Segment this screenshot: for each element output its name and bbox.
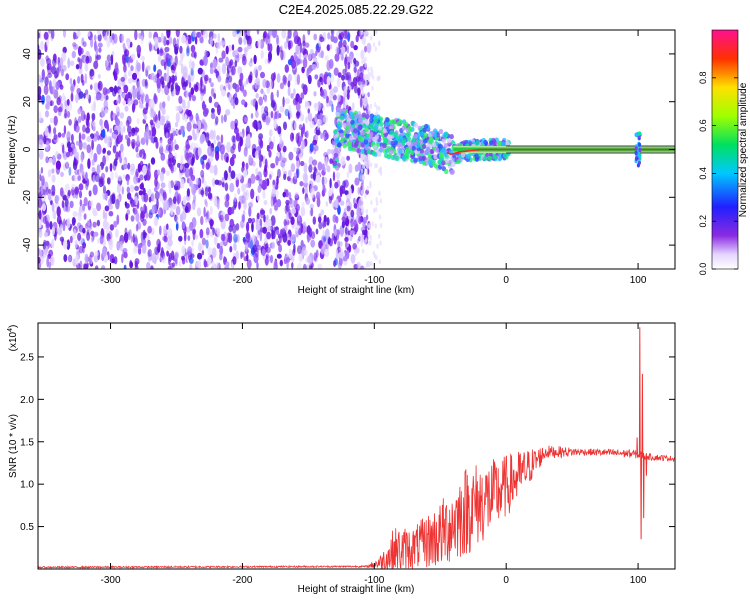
snr-y-tick-label: 2.0 — [20, 395, 34, 406]
colorbar-label: Normalized spectral amplitude — [738, 82, 749, 217]
svg-text:(x104): (x104) — [7, 325, 19, 352]
snr-x-tick-label: -100 — [364, 575, 384, 586]
spectrogram-y-tick-label: 20 — [22, 96, 33, 108]
spectrogram-panel: -300 -200 -100 0 100 40 20 0 -20 -40 Height of st… — [7, 29, 676, 296]
snr-series-line — [38, 445, 675, 569]
colorbar: 0.0 0.2 0.4 0.6 0.8 Normalized spectral ampl… — [698, 29, 749, 276]
spectrogram-x-tick-label: 0 — [503, 275, 509, 286]
snr-x-tick-label: 100 — [630, 575, 647, 586]
chart-title: C2E4.2025.085.22.29.G22 — [279, 2, 434, 17]
spectrogram-y-axis-label: Frequency (Hz) — [7, 116, 18, 185]
colorbar-tick-label: 0.6 — [698, 119, 708, 132]
snr-y-tick-label: 0.5 — [20, 522, 34, 533]
colorbar-tick-label: 0.0 — [698, 263, 708, 276]
snr-y-axis-label: SNR (10 * v/v) — [8, 414, 19, 478]
spectrogram-x-tick-label: -200 — [232, 275, 252, 286]
spectrogram-x-axis-label: Height of straight line (km) — [298, 285, 415, 296]
colorbar-tick-label: 0.4 — [698, 167, 708, 180]
snr-y-tick-label: 1.5 — [20, 437, 34, 448]
snr-x-tick-label: -200 — [232, 575, 252, 586]
snr-x-axis-label: Height of straight line (km) — [298, 584, 415, 595]
snr-frame — [37, 322, 676, 570]
snr-multiplier-exp: 4 — [7, 328, 14, 332]
colorbar-tick-label: 0.8 — [698, 72, 708, 85]
snr-y-tick-label: 2.5 — [20, 352, 34, 363]
spectrogram-axes: -300 -200 -100 0 100 40 20 0 -20 -40 — [22, 30, 675, 286]
spectrogram-y-tick-label: 0 — [22, 146, 33, 152]
snr-multiplier-base: (x10 — [8, 331, 19, 351]
snr-y-tick-label: 1.0 — [20, 480, 34, 491]
snr-x-tick-label: -300 — [101, 575, 121, 586]
spectrogram-signal — [332, 107, 675, 175]
spectrogram-x-tick-label: -300 — [101, 275, 121, 286]
snr-panel: -300 -200 -100 0 100 0.5 1.0 1.5 2.0 2.5 Height o… — [7, 322, 676, 595]
spectrogram-y-tick-label: 40 — [22, 48, 33, 60]
spectrogram-plot-area — [38, 30, 675, 269]
spectrogram-x-tick-label: -100 — [364, 275, 384, 286]
colorbar-ticks: 0.0 0.2 0.4 0.6 0.8 — [698, 72, 738, 276]
snr-plot-area — [38, 327, 675, 569]
spectrogram-noise — [38, 30, 383, 269]
colorbar-gradient — [711, 29, 739, 270]
snr-multiplier: (x104) — [7, 325, 19, 352]
spectrogram-y-tick-label: -40 — [22, 237, 33, 252]
snr-axes: -300 -200 -100 0 100 0.5 1.0 1.5 2.0 2.5 — [20, 323, 675, 586]
snr-x-tick-label: 0 — [503, 575, 509, 586]
snr-spikes — [636, 327, 648, 540]
spectrogram-y-tick-label: -20 — [22, 190, 33, 205]
spectrogram-x-tick-label: 100 — [630, 275, 647, 286]
colorbar-tick-label: 0.2 — [698, 215, 708, 228]
